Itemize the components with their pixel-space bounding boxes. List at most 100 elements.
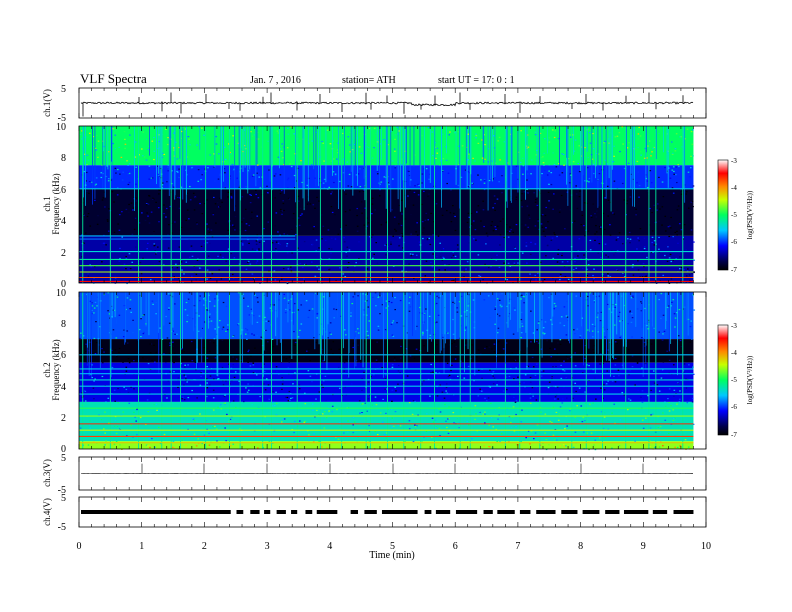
psd-speckle bbox=[213, 338, 216, 340]
psd-speckle bbox=[357, 436, 359, 438]
psd-speckle bbox=[467, 171, 469, 173]
psd-speckle bbox=[564, 427, 566, 430]
psd-speckle bbox=[94, 147, 97, 149]
psd-speckle bbox=[537, 322, 540, 324]
psd-speckle bbox=[86, 215, 89, 218]
x-tick-label: 3 bbox=[265, 541, 270, 552]
psd-speckle bbox=[132, 209, 134, 211]
psd-speckle bbox=[452, 254, 455, 256]
psd-speckle bbox=[425, 168, 428, 170]
colorbar-tick: -4 bbox=[731, 184, 737, 192]
psd-speckle bbox=[438, 297, 440, 299]
psd-speckle bbox=[621, 391, 624, 394]
psd-speckle bbox=[487, 397, 490, 399]
psd-speckle bbox=[646, 324, 648, 327]
psd-speckle bbox=[176, 333, 178, 335]
psd-speckle bbox=[244, 333, 247, 335]
psd-speckle bbox=[684, 439, 687, 441]
psd-speckle bbox=[607, 138, 610, 140]
psd-speckle bbox=[318, 333, 321, 336]
psd-speckle bbox=[390, 243, 392, 245]
psd-speckle bbox=[87, 159, 90, 161]
psd-speckle bbox=[350, 312, 352, 314]
psd-speckle bbox=[276, 130, 279, 132]
psd-speckle bbox=[108, 332, 111, 334]
psd-speckle bbox=[588, 181, 590, 183]
psd-speckle bbox=[357, 344, 360, 346]
psd-speckle bbox=[629, 242, 631, 244]
psd-speckle bbox=[176, 158, 179, 160]
psd-speckle bbox=[367, 306, 370, 308]
psd-speckle bbox=[253, 277, 256, 279]
psd-speckle bbox=[618, 232, 621, 234]
psd-speckle bbox=[373, 253, 376, 255]
psd-speckle bbox=[635, 214, 637, 216]
psd-speckle bbox=[138, 328, 141, 331]
psd-speckle bbox=[273, 386, 275, 388]
ch4-trace-segment bbox=[364, 510, 377, 514]
psd-speckle bbox=[161, 184, 164, 186]
psd-speckle bbox=[540, 156, 543, 159]
psd-speckle bbox=[406, 176, 409, 178]
psd-speckle bbox=[395, 230, 397, 232]
psd-speckle bbox=[199, 183, 201, 185]
psd-speckle bbox=[118, 229, 121, 231]
psd-speckle bbox=[232, 363, 235, 366]
psd-speckle bbox=[368, 320, 371, 322]
psd-speckle bbox=[543, 278, 546, 281]
psd-speckle bbox=[140, 273, 143, 275]
psd-speckle bbox=[534, 131, 537, 133]
psd-speckle bbox=[217, 326, 220, 328]
psd-speckle bbox=[259, 395, 261, 398]
psd-speckle bbox=[653, 382, 656, 384]
psd-speckle bbox=[450, 369, 452, 372]
psd-speckle bbox=[552, 208, 554, 210]
psd-speckle bbox=[520, 199, 523, 202]
psd-speckle bbox=[525, 437, 527, 439]
psd-speckle bbox=[566, 191, 569, 193]
psd-speckle bbox=[82, 395, 85, 397]
psd-speckle bbox=[252, 372, 255, 374]
psd-speckle bbox=[552, 406, 555, 408]
psd-speckle bbox=[379, 412, 382, 414]
psd-speckle bbox=[132, 319, 134, 321]
psd-speckle bbox=[654, 221, 657, 224]
psd-speckle bbox=[468, 346, 471, 348]
psd-speckle bbox=[425, 413, 428, 415]
psd-speckle bbox=[82, 213, 85, 216]
psd-speckle bbox=[104, 206, 106, 208]
psd-speckle bbox=[542, 156, 544, 158]
psd-speckle bbox=[578, 145, 581, 147]
psd-speckle bbox=[405, 400, 407, 402]
psd-speckle bbox=[391, 322, 394, 324]
psd-speckle bbox=[277, 242, 280, 244]
psd-speckle bbox=[232, 335, 234, 337]
psd-speckle bbox=[128, 163, 131, 165]
psd-speckle bbox=[653, 264, 656, 266]
psd-speckle bbox=[197, 423, 200, 426]
psd-speckle bbox=[167, 247, 170, 249]
psd-speckle bbox=[525, 145, 528, 147]
psd-speckle bbox=[598, 172, 601, 175]
psd-speckle bbox=[548, 381, 551, 383]
psd-speckle bbox=[282, 436, 285, 439]
psd-speckle bbox=[456, 311, 459, 313]
psd-speckle bbox=[475, 413, 477, 415]
psd-speckle bbox=[106, 220, 109, 222]
psd-speckle bbox=[361, 378, 363, 380]
psd-speckle bbox=[291, 397, 294, 399]
psd-speckle bbox=[555, 411, 558, 414]
psd-speckle bbox=[224, 158, 227, 161]
psd-speckle bbox=[345, 193, 347, 195]
psd-speckle bbox=[565, 198, 568, 200]
psd-speckle bbox=[293, 330, 295, 333]
psd-speckle bbox=[322, 380, 325, 382]
psd-speckle bbox=[635, 208, 637, 210]
psd-speckle bbox=[272, 345, 275, 348]
psd-speckle bbox=[304, 392, 306, 394]
psd-speckle bbox=[435, 372, 437, 374]
psd-speckle bbox=[548, 170, 550, 172]
psd-speckle bbox=[540, 223, 543, 225]
psd-speckle bbox=[185, 378, 187, 380]
psd-speckle bbox=[659, 431, 662, 434]
